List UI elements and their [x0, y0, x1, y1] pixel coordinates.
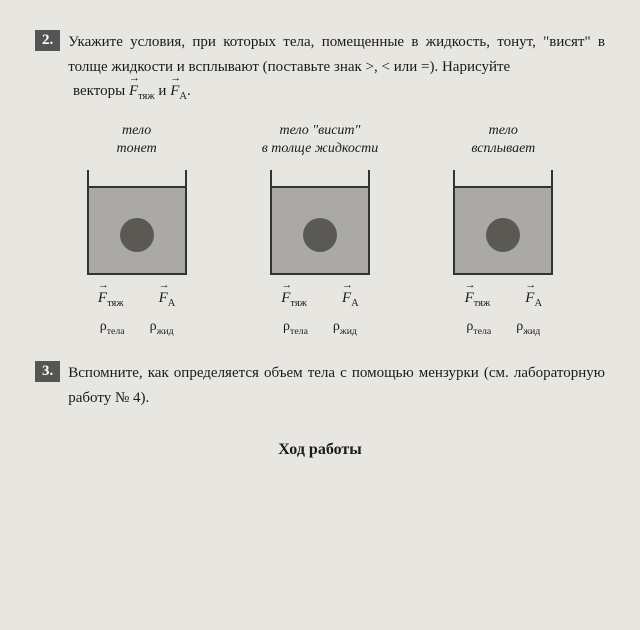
ball [303, 218, 337, 252]
diagram-floats: тело всплывает Fтяж FA ρтела ρжид [418, 122, 588, 337]
label-line1: тело [122, 123, 151, 138]
f-tyazh: Fтяж [281, 290, 307, 309]
diagrams-row: тело тонет Fтяж FA ρтела ρжид тело "виси… [35, 122, 605, 337]
f-tyazh: Fтяж [98, 290, 124, 309]
rho-zhid: ρжид [333, 319, 357, 337]
sub: жид [157, 325, 174, 336]
formula-densities: ρтела ρжид [466, 319, 540, 337]
f-a: FA [342, 290, 359, 309]
task-header: 3. Вспомните, как определяется объем тел… [35, 361, 605, 411]
rho-zhid: ρжид [516, 319, 540, 337]
sub: тяж [290, 298, 307, 309]
sub-tyazh: тяж [138, 91, 155, 102]
sub: A [168, 298, 176, 309]
vector-f-tyazh: Fтяж [129, 83, 155, 102]
task-number: 3. [35, 361, 60, 382]
f-a: FA [525, 290, 542, 309]
beaker-air [89, 170, 185, 188]
rho-zhid: ρжид [150, 319, 174, 337]
vectors-line: векторы Fтяж и FA. [35, 83, 605, 102]
task-2: 2. Укажите условия, при которых тела, по… [35, 30, 605, 336]
ball [486, 218, 520, 252]
task-number: 2. [35, 30, 60, 51]
beaker [270, 170, 370, 275]
rho-tela: ρтела [283, 319, 308, 337]
sub: тяж [474, 298, 491, 309]
sub: тела [290, 325, 308, 336]
task-text: Вспомните, как определяется объем тела с… [68, 361, 605, 411]
sub: тела [107, 325, 125, 336]
section-title: Ход работы [35, 441, 605, 459]
formula-densities: ρтела ρжид [100, 319, 174, 337]
formula-forces: Fтяж FA [281, 290, 358, 309]
label-line2: всплывает [471, 141, 535, 156]
rho-tela: ρтела [100, 319, 125, 337]
ball [120, 218, 154, 252]
diagram-sinks: тело тонет Fтяж FA ρтела ρжид [52, 122, 222, 337]
beaker-air [455, 170, 551, 188]
label-line2: в толще жидкости [262, 141, 379, 156]
label-line1: тело [489, 123, 518, 138]
formula-densities: ρтела ρжид [283, 319, 357, 337]
sub: жид [340, 325, 357, 336]
label-line2: тонет [117, 141, 157, 156]
sub: тяж [107, 298, 124, 309]
diagram-label: тело "висит" в толще жидкости [262, 122, 379, 160]
diagram-label: тело тонет [117, 122, 157, 160]
task-3: 3. Вспомните, как определяется объем тел… [35, 361, 605, 411]
sub: A [534, 298, 542, 309]
sub-a: A [179, 91, 187, 102]
vectors-prefix: векторы [73, 83, 129, 99]
sub: A [351, 298, 359, 309]
label-line1: тело "висит" [280, 123, 361, 138]
diagram-hangs: тело "висит" в толще жидкости Fтяж FA ρт… [235, 122, 405, 337]
task-text: Укажите условия, при которых тела, помещ… [68, 30, 605, 80]
sub: жид [523, 325, 540, 336]
f-tyazh: Fтяж [465, 290, 491, 309]
vector-f-a: FA [170, 83, 187, 102]
rho-tela: ρтела [466, 319, 491, 337]
beaker-air [272, 170, 368, 188]
sub: тела [473, 325, 491, 336]
task-header: 2. Укажите условия, при которых тела, по… [35, 30, 605, 80]
diagram-label: тело всплывает [471, 122, 535, 160]
beaker [453, 170, 553, 275]
vectors-and: и [158, 83, 170, 99]
formula-forces: Fтяж FA [465, 290, 542, 309]
beaker [87, 170, 187, 275]
formula-forces: Fтяж FA [98, 290, 175, 309]
vectors-period: . [187, 83, 191, 99]
f-a: FA [159, 290, 176, 309]
